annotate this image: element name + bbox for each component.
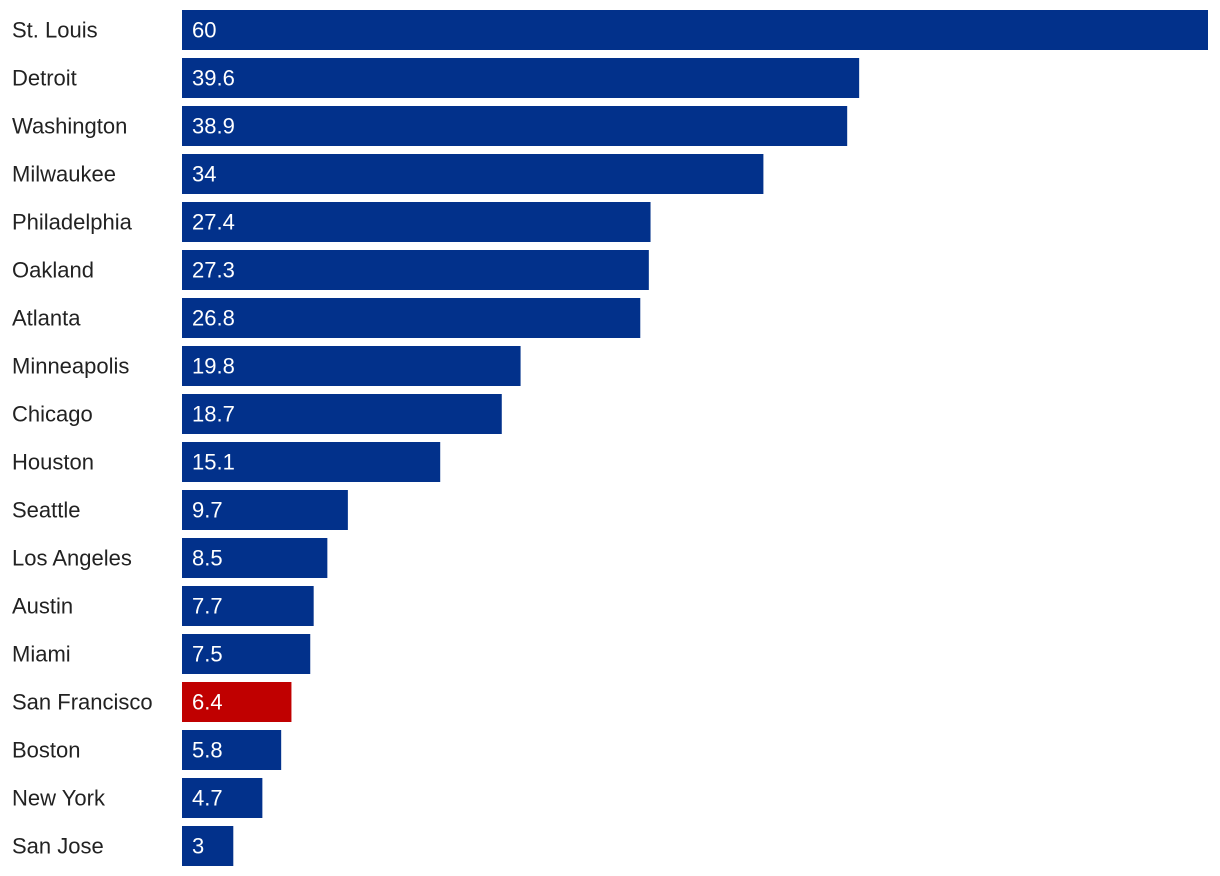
bar-atlanta: [182, 298, 641, 338]
value-label-austin: 7.7: [192, 594, 223, 619]
bar-detroit: [182, 58, 860, 98]
bar-st-louis: [182, 10, 1208, 50]
value-label-atlanta: 26.8: [192, 306, 235, 331]
category-label-milwaukee: Milwaukee: [12, 162, 116, 187]
category-label-washington: Washington: [12, 114, 127, 139]
category-label-los-angeles: Los Angeles: [12, 546, 132, 571]
category-label-miami: Miami: [12, 642, 71, 667]
value-label-washington: 38.9: [192, 114, 235, 139]
category-label-st-louis: St. Louis: [12, 18, 98, 43]
bar-houston: [182, 442, 441, 482]
category-label-san-francisco: San Francisco: [12, 690, 153, 715]
bar-miami: [182, 634, 311, 674]
category-label-chicago: Chicago: [12, 402, 93, 427]
bar-milwaukee: [182, 154, 764, 194]
value-label-st-louis: 60: [192, 18, 216, 43]
category-label-boston: Boston: [12, 738, 81, 763]
bar-austin: [182, 586, 314, 626]
value-label-philadelphia: 27.4: [192, 210, 235, 235]
category-label-philadelphia: Philadelphia: [12, 210, 133, 235]
bar-new-york: [182, 778, 263, 818]
category-label-houston: Houston: [12, 450, 94, 475]
bar-philadelphia: [182, 202, 651, 242]
category-label-austin: Austin: [12, 594, 73, 619]
value-label-chicago: 18.7: [192, 402, 235, 427]
bar-san-francisco: [182, 682, 292, 722]
bar-oakland: [182, 250, 649, 290]
category-label-new-york: New York: [12, 786, 106, 811]
bar-boston: [182, 730, 282, 770]
category-label-oakland: Oakland: [12, 258, 94, 283]
value-label-minneapolis: 19.8: [192, 354, 235, 379]
category-label-seattle: Seattle: [12, 498, 81, 523]
value-label-boston: 5.8: [192, 738, 223, 763]
value-label-new-york: 4.7: [192, 786, 223, 811]
value-label-detroit: 39.6: [192, 66, 235, 91]
value-label-seattle: 9.7: [192, 498, 223, 523]
category-label-minneapolis: Minneapolis: [12, 354, 129, 379]
value-label-oakland: 27.3: [192, 258, 235, 283]
bar-minneapolis: [182, 346, 521, 386]
bar-seattle: [182, 490, 348, 530]
category-label-detroit: Detroit: [12, 66, 77, 91]
value-label-miami: 7.5: [192, 642, 223, 667]
bar-chicago: [182, 394, 502, 434]
value-label-san-jose: 3: [192, 834, 204, 859]
value-label-milwaukee: 34: [192, 162, 216, 187]
value-label-san-francisco: 6.4: [192, 690, 223, 715]
category-label-san-jose: San Jose: [12, 834, 104, 859]
bar-san-jose: [182, 826, 234, 866]
bar-washington: [182, 106, 848, 146]
value-label-houston: 15.1: [192, 450, 235, 475]
value-label-los-angeles: 8.5: [192, 546, 223, 571]
bar-los-angeles: [182, 538, 328, 578]
category-label-atlanta: Atlanta: [12, 306, 81, 331]
bars-group: St. Louis 60 Detroit 39.6 Washington 38.9 Milw…: [12, 10, 1208, 866]
